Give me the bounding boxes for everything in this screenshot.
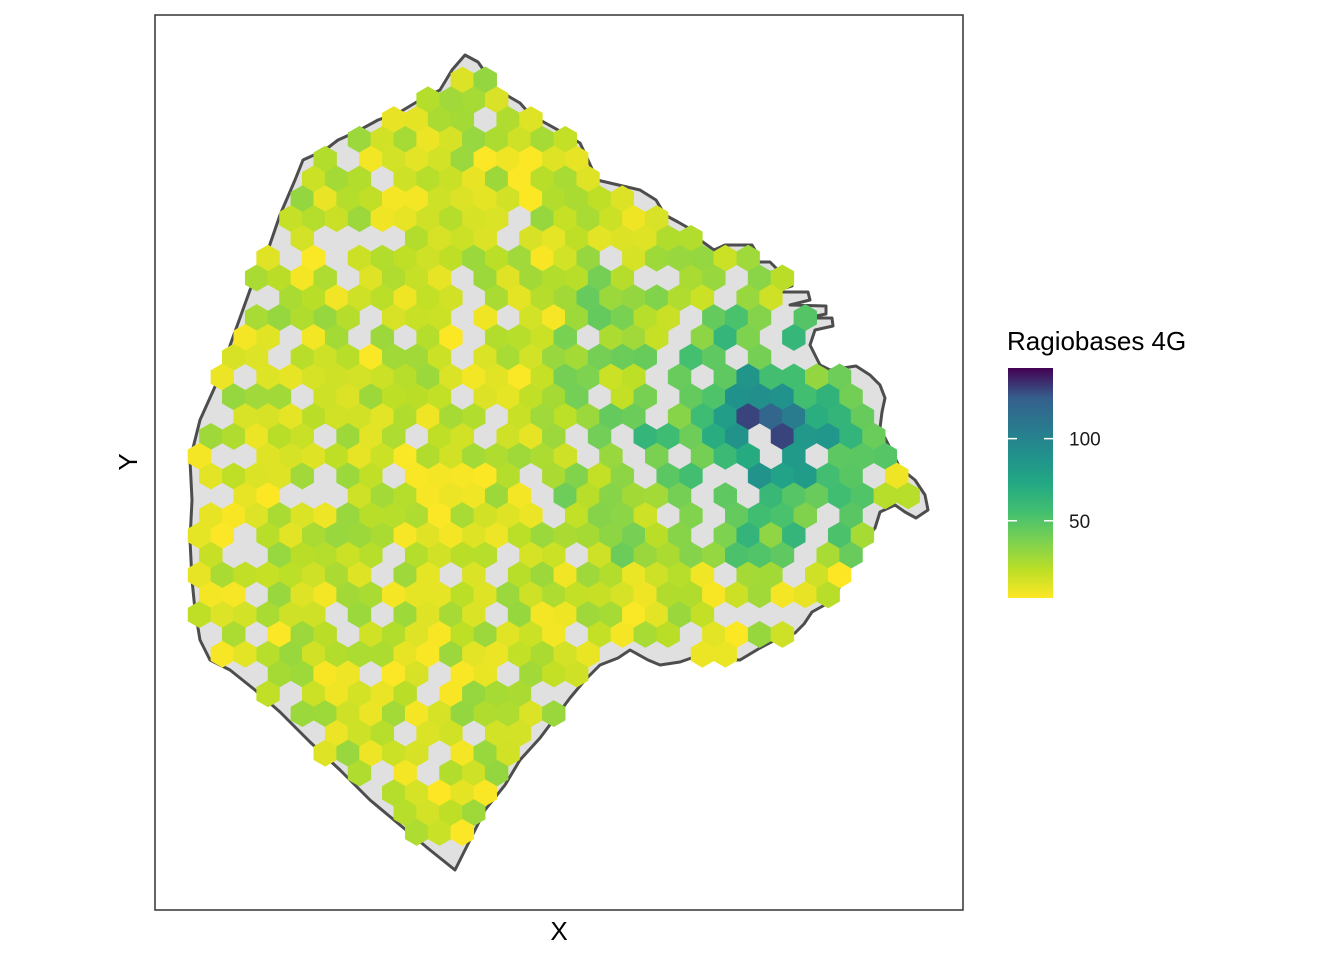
legend: Ragiobases 4G 50 100 bbox=[1007, 326, 1186, 598]
hex-cell bbox=[256, 680, 280, 708]
hex-cell bbox=[816, 581, 840, 609]
hex-cell bbox=[290, 462, 314, 490]
hex-cell bbox=[770, 620, 795, 648]
hexbin-layer bbox=[187, 66, 920, 846]
legend-tick-label: 100 bbox=[1069, 430, 1101, 451]
legend-title: Ragiobases 4G bbox=[1007, 326, 1186, 356]
hex-cell bbox=[564, 660, 589, 688]
y-axis-title: Y bbox=[113, 453, 143, 470]
hex-cell bbox=[782, 323, 806, 351]
hex-cell bbox=[656, 620, 680, 648]
hex-cell bbox=[713, 640, 737, 668]
hex-cell bbox=[542, 700, 566, 728]
hex-cell bbox=[896, 482, 920, 510]
legend-tick-label: 50 bbox=[1069, 512, 1090, 533]
hex-cell bbox=[347, 759, 372, 787]
legend-colorbar bbox=[1008, 368, 1053, 598]
x-axis-title: X bbox=[550, 916, 567, 946]
panel-border bbox=[154, 14, 964, 911]
legend-ticks: 50 100 bbox=[1008, 430, 1101, 533]
hex-cell bbox=[450, 818, 475, 846]
